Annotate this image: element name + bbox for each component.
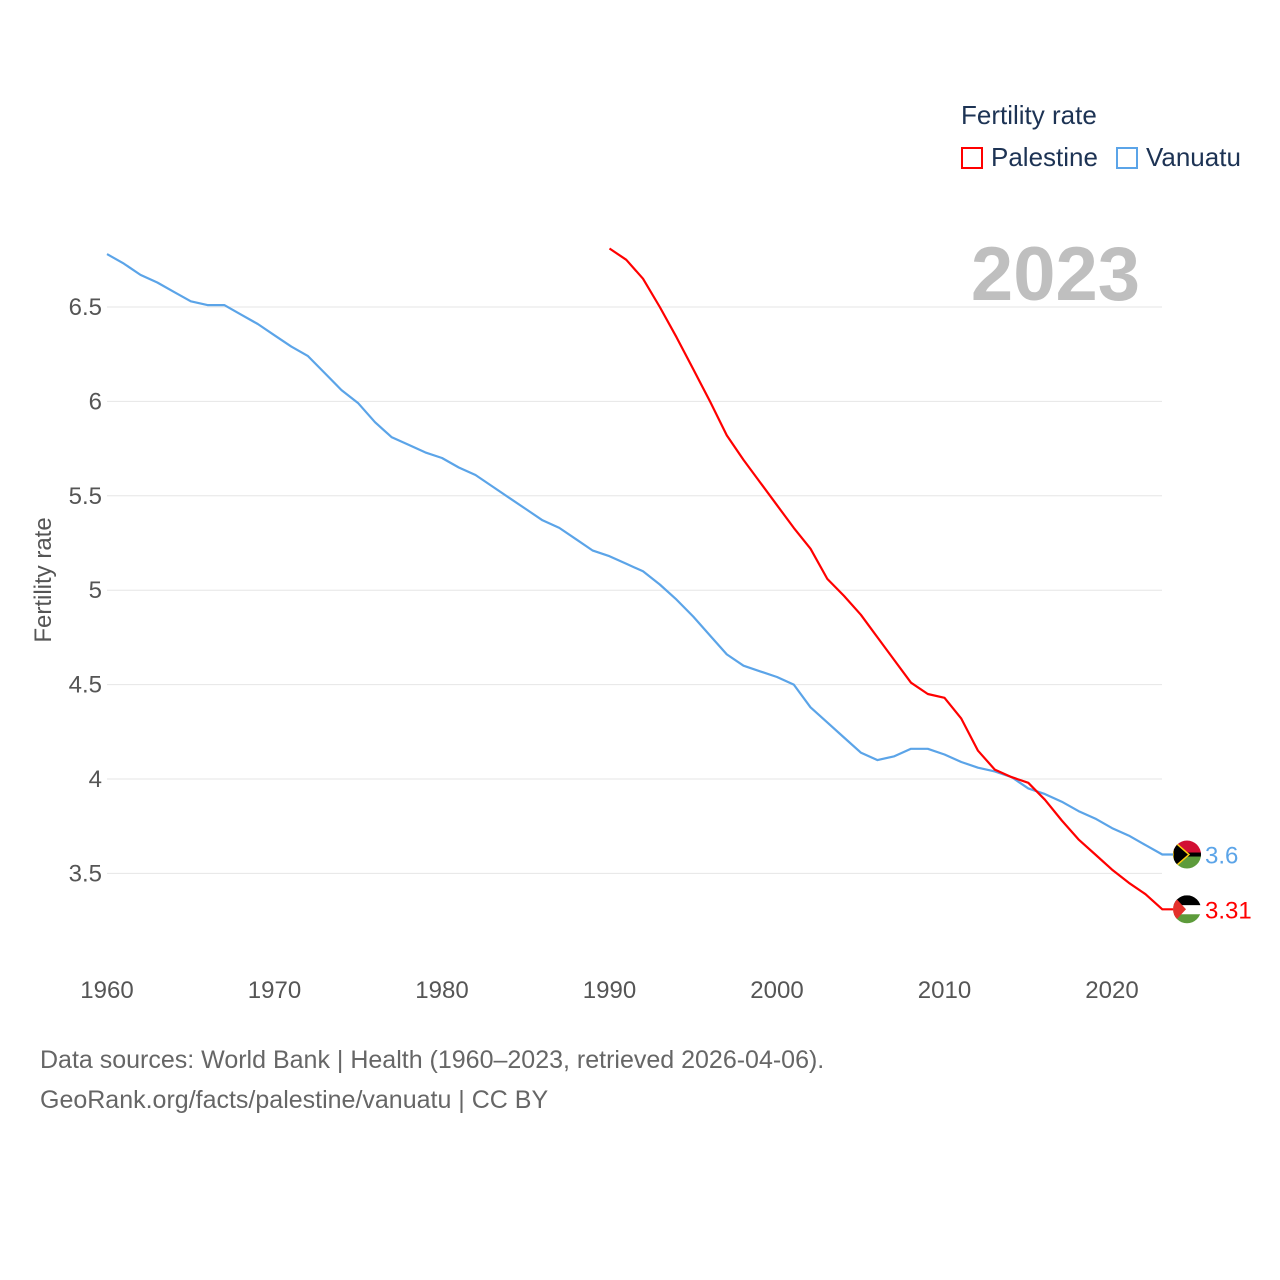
legend-item-vanuatu[interactable]: Vanuatu <box>1115 142 1241 173</box>
series-end-markers: 3.6 3.31 <box>1173 840 1252 924</box>
y-axis-ticks: 3.5 4 4.5 5 5.5 6 6.5 <box>69 294 102 887</box>
x-tick-label: 1960 <box>80 977 133 1004</box>
legend-item-palestine[interactable]: Palestine <box>961 142 1098 173</box>
legend: Palestine Vanuatu <box>961 142 1259 173</box>
y-tick-label: 6.5 <box>69 294 102 321</box>
series-lines <box>106 247 1175 911</box>
end-value-label-vanuatu: 3.6 <box>1205 843 1238 870</box>
legend-swatch-palestine <box>961 146 983 169</box>
palestine-flag-icon <box>1173 895 1201 924</box>
end-value-label-palestine: 3.31 <box>1205 897 1252 924</box>
x-tick-label: 2010 <box>918 977 971 1004</box>
series-line-vanuatu <box>106 253 1175 856</box>
y-tick-label: 4.5 <box>69 672 102 699</box>
data-source-text: Data sources: World Bank | Health (1960–… <box>40 1046 825 1074</box>
y-tick-label: 5 <box>89 577 102 604</box>
y-tick-label: 3.5 <box>69 860 102 887</box>
x-tick-label: 2000 <box>750 977 803 1004</box>
gridlines <box>107 306 1162 874</box>
series-line-palestine <box>608 247 1175 911</box>
vanuatu-flag-icon <box>1173 840 1201 869</box>
legend-label: Vanuatu <box>1145 142 1241 172</box>
y-tick-label: 6 <box>89 388 102 415</box>
legend-label: Palestine <box>991 142 1098 172</box>
legend-swatch-vanuatu <box>1115 146 1138 169</box>
x-tick-label: 1990 <box>583 977 636 1004</box>
y-tick-label: 5.5 <box>69 483 102 510</box>
x-tick-label: 1970 <box>248 977 301 1004</box>
y-tick-label: 4 <box>89 766 102 793</box>
x-tick-label: 2020 <box>1085 977 1138 1004</box>
attribution-link[interactable]: GeoRank.org/facts/palestine/vanuatu | CC… <box>40 1086 549 1114</box>
y-axis-label: Fertility rate <box>30 517 57 642</box>
legend-title: Fertility rate <box>961 100 1097 130</box>
x-axis-ticks: 1960 1970 1980 1990 2000 2010 2020 <box>80 977 1138 1004</box>
year-watermark: 2023 <box>971 232 1140 317</box>
x-tick-label: 1980 <box>415 977 468 1004</box>
